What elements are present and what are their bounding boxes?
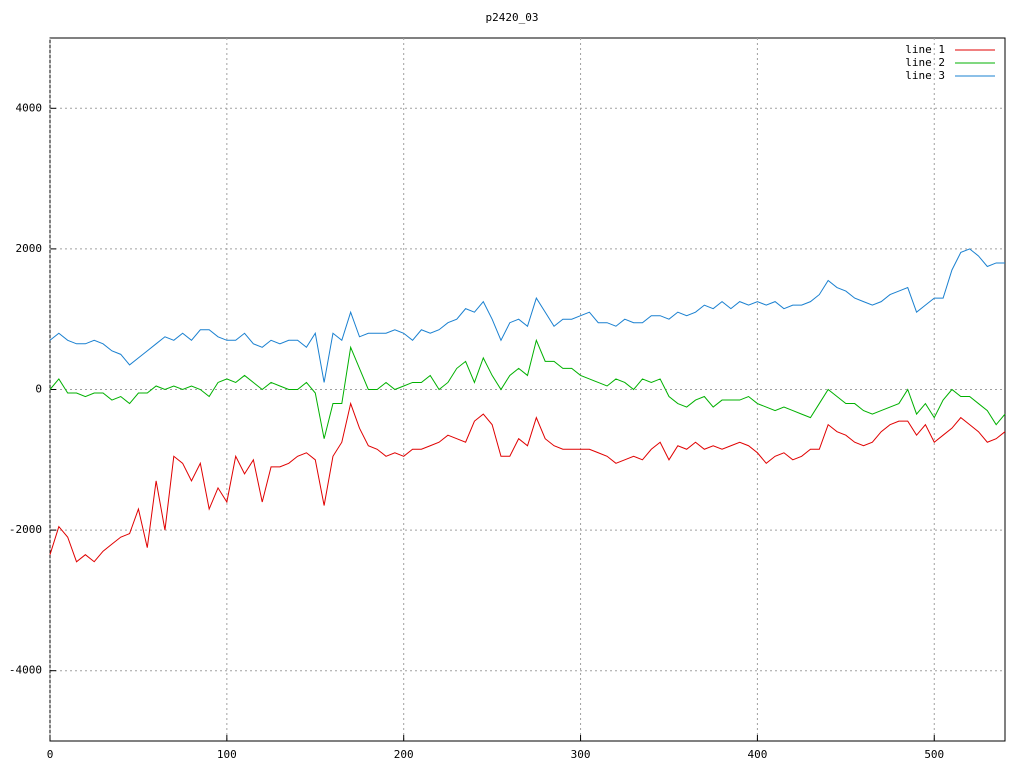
legend-label: line 2 (905, 56, 945, 69)
x-tick-label: 500 (924, 748, 944, 761)
legend-label: line 1 (905, 43, 945, 56)
y-tick-label: 0 (35, 383, 42, 396)
data-line (49, 338, 1006, 439)
x-tick-label: 0 (47, 748, 54, 761)
y-tick-label: -2000 (9, 523, 42, 536)
y-tick-label: 4000 (16, 101, 43, 114)
y-tick-label: 2000 (16, 242, 43, 255)
legend-label: line 3 (905, 69, 945, 82)
chart-title: p2420_03 (486, 11, 539, 24)
data-line (49, 401, 1006, 563)
data-line (49, 248, 1005, 383)
x-tick-label: 300 (571, 748, 591, 761)
y-tick-label: -4000 (9, 664, 42, 677)
x-tick-label: 100 (217, 748, 237, 761)
x-tick-label: 200 (394, 748, 414, 761)
x-tick-label: 400 (747, 748, 767, 761)
